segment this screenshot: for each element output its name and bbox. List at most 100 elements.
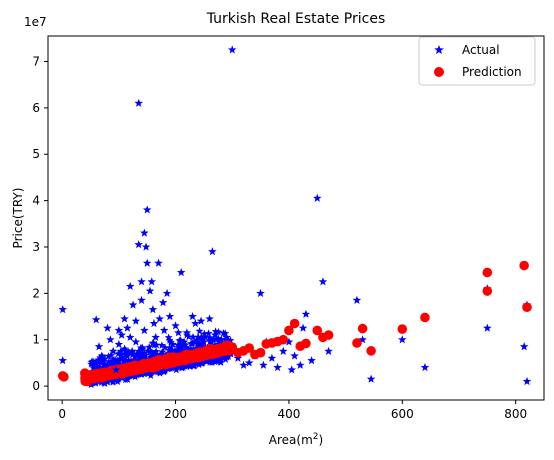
actual-point (114, 325, 124, 335)
legend-star-icon (434, 45, 444, 55)
actual-cloud-star (146, 347, 155, 355)
actual-cloud-star (204, 329, 213, 337)
prediction-cloud-dot (174, 356, 184, 367)
legend-label-prediction: Prediction (462, 65, 522, 79)
actual-cloud-star (152, 350, 161, 358)
actual-cloud-star (130, 352, 139, 360)
actual-cloud-star (195, 327, 204, 335)
actual-cloud-star (136, 353, 145, 362)
actual-cloud-star (137, 348, 146, 356)
prediction-cloud-dot (188, 352, 198, 363)
actual-point (318, 277, 328, 286)
actual-point (114, 339, 124, 348)
actual-cloud-star (200, 329, 209, 338)
actual-cloud-star (201, 332, 210, 341)
actual-point (193, 332, 203, 342)
actual-point (134, 240, 143, 249)
actual-point (239, 360, 248, 369)
actual-cloud-star (155, 367, 164, 376)
actual-cloud-star (168, 346, 177, 354)
actual-cloud-star (221, 329, 230, 337)
actual-cloud-star (216, 358, 225, 366)
actual-point (324, 346, 333, 355)
actual-cloud-star (109, 355, 118, 363)
actual-cloud-star (180, 361, 189, 370)
prediction-point (519, 260, 529, 271)
actual-point (117, 330, 126, 339)
actual-cloud-star (189, 332, 198, 341)
actual-point (125, 281, 135, 291)
actual-cloud-star (206, 336, 215, 345)
actual-point (131, 316, 141, 325)
actual-cloud-star (216, 355, 225, 363)
actual-point (151, 332, 160, 342)
prediction-point (301, 338, 311, 349)
actual-point (147, 277, 157, 286)
y-axis-ticks: 0 1 2 3 4 5 6 7 (32, 55, 48, 393)
actual-point (149, 318, 159, 328)
chart-title: Turkish Real Estate Prices (206, 11, 386, 27)
actual-cloud-star (146, 371, 155, 379)
actual-point (148, 305, 158, 314)
prediction-point (357, 323, 368, 334)
prediction-point (482, 286, 493, 296)
actual-cloud-star (145, 343, 154, 351)
actual-point (295, 360, 305, 369)
x-tick-label: 600 (391, 407, 414, 421)
y-tick-label: 5 (32, 147, 40, 161)
actual-cloud-star (143, 346, 152, 355)
actual-point (176, 267, 186, 277)
actual-point (199, 337, 209, 346)
actual-cloud-star (133, 350, 142, 359)
actual-point (179, 337, 189, 346)
actual-cloud-star (118, 353, 127, 361)
actual-cloud-star (149, 338, 158, 347)
actual-cloud-star (174, 343, 183, 351)
prediction-point (244, 343, 255, 353)
actual-point (58, 305, 68, 314)
legend-circle-icon (434, 67, 444, 77)
actual-point (483, 323, 492, 332)
legend: Actual Prediction (418, 36, 536, 86)
actual-point (278, 346, 288, 355)
actual-cloud-star (159, 350, 168, 358)
prediction-cloud-dot (151, 358, 161, 368)
actual-cloud-star (157, 365, 166, 374)
actual-point (168, 339, 177, 348)
prediction-point (420, 312, 430, 323)
actual-cloud-star (212, 335, 221, 343)
actual-point (307, 356, 316, 365)
prediction-point (278, 334, 289, 345)
actual-cloud-star (157, 341, 166, 349)
actual-point (89, 358, 98, 367)
actual-cloud-star (136, 343, 145, 352)
actual-point (290, 351, 299, 360)
actual-cloud-star (214, 327, 223, 336)
actual-point (94, 342, 104, 351)
actual-point (191, 318, 200, 328)
actual-point (420, 363, 430, 372)
actual-point (273, 363, 282, 372)
actual-point (256, 288, 265, 297)
actual-point (137, 277, 146, 286)
actual-point (125, 332, 135, 342)
x-tick-label: 400 (277, 407, 300, 421)
actual-point (103, 323, 112, 332)
y-tick-label: 6 (32, 101, 40, 115)
actual-cloud-star (195, 359, 204, 367)
actual-point (154, 258, 163, 267)
prediction-point (482, 267, 493, 278)
actual-cloud-star (172, 365, 181, 374)
actual-point (114, 356, 124, 365)
actual-cloud-star (173, 346, 182, 354)
actual-point (128, 300, 138, 309)
actual-point (208, 247, 217, 256)
actual-point (398, 335, 407, 344)
y-tick-label: 1 (32, 333, 40, 347)
plot-frame (47, 35, 545, 401)
actual-point (519, 342, 529, 351)
actual-point (267, 353, 277, 362)
actual-point (123, 351, 132, 360)
actual-point (222, 332, 231, 342)
